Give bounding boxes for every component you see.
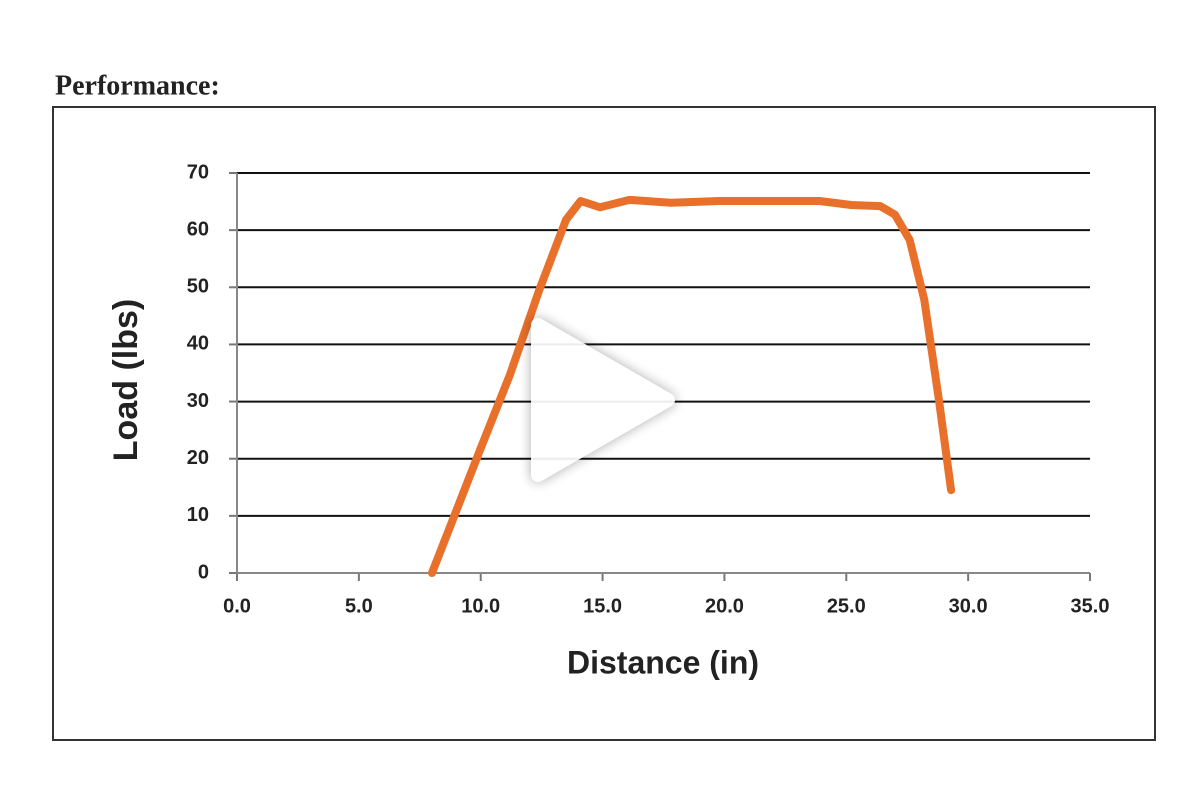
- frame: [52, 106, 1156, 741]
- y-tick-label: 0: [198, 561, 209, 583]
- plot: 0 10 20 30 40 50 60 70 0.0 5.0 10.0 15.0 20.0 25.0 30.…: [187, 161, 1110, 617]
- y-tick-label: 40: [187, 333, 209, 355]
- y-axis-label: Load (lbs): [107, 299, 145, 461]
- y-tick-label: 30: [187, 390, 209, 412]
- x-tick-label: 10.0: [461, 595, 500, 617]
- x-tick-label: 20.0: [705, 595, 744, 617]
- x-tick-label: 0.0: [223, 595, 251, 617]
- x-tick-label: 25.0: [827, 595, 866, 617]
- y-tick-label: 70: [187, 161, 209, 183]
- play-button[interactable]: [531, 318, 675, 482]
- data-line: [427, 195, 956, 577]
- y-tick-label: 60: [187, 218, 209, 240]
- play-icon[interactable]: [531, 318, 675, 482]
- x-tick-label: 30.0: [949, 595, 988, 617]
- x-tick-label: 15.0: [583, 595, 622, 617]
- x-tick-label: 5.0: [345, 595, 373, 617]
- y-tick-label: 50: [187, 276, 209, 298]
- x-axis-label: Distance (in): [567, 644, 759, 680]
- chart-title: Performance:: [55, 70, 220, 101]
- y-tick-label: 20: [187, 447, 209, 469]
- x-tick-label: 35.0: [1071, 595, 1110, 617]
- y-tick-label: 10: [187, 504, 209, 526]
